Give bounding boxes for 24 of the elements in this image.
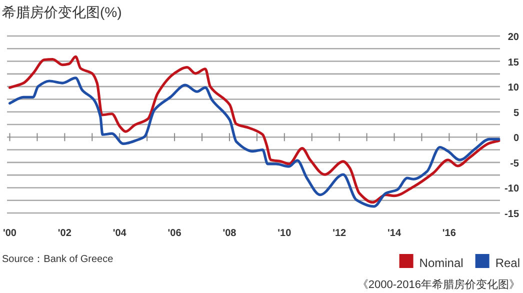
chart-title: 希腊房价变化图(%) xyxy=(2,4,122,20)
x-tick-label: '00 xyxy=(2,228,17,239)
y-tick-label: -10 xyxy=(504,184,520,195)
x-tick-label: '06 xyxy=(168,228,182,239)
x-tick-label: '02 xyxy=(58,228,72,239)
x-tick-label: '16 xyxy=(442,228,456,239)
legend-label: Nominal xyxy=(419,256,464,270)
y-tick-label: -15 xyxy=(504,209,520,220)
line-series xyxy=(8,55,500,204)
x-tick-label: '08 xyxy=(222,228,237,239)
y-tick-label: 10 xyxy=(508,82,520,94)
text: 《2000-2016年希腊房价变化图》 xyxy=(357,278,520,291)
y-tick-label: 20 xyxy=(508,32,520,43)
x-tick-label: '04 xyxy=(112,228,127,239)
y-tick-label: 5 xyxy=(513,108,520,119)
y-tick-label: 0 xyxy=(513,133,520,144)
source-note: Source：Bank of Greece xyxy=(2,254,114,265)
x-tick-label: '10 xyxy=(278,228,292,239)
line-series xyxy=(8,76,500,208)
y-tick-label: -5 xyxy=(510,158,520,170)
y-tick-label: 15 xyxy=(508,57,520,68)
x-tick-label: '14 xyxy=(388,228,402,239)
legend-label: Real xyxy=(495,256,520,270)
x-tick-label: '12 xyxy=(332,228,347,239)
